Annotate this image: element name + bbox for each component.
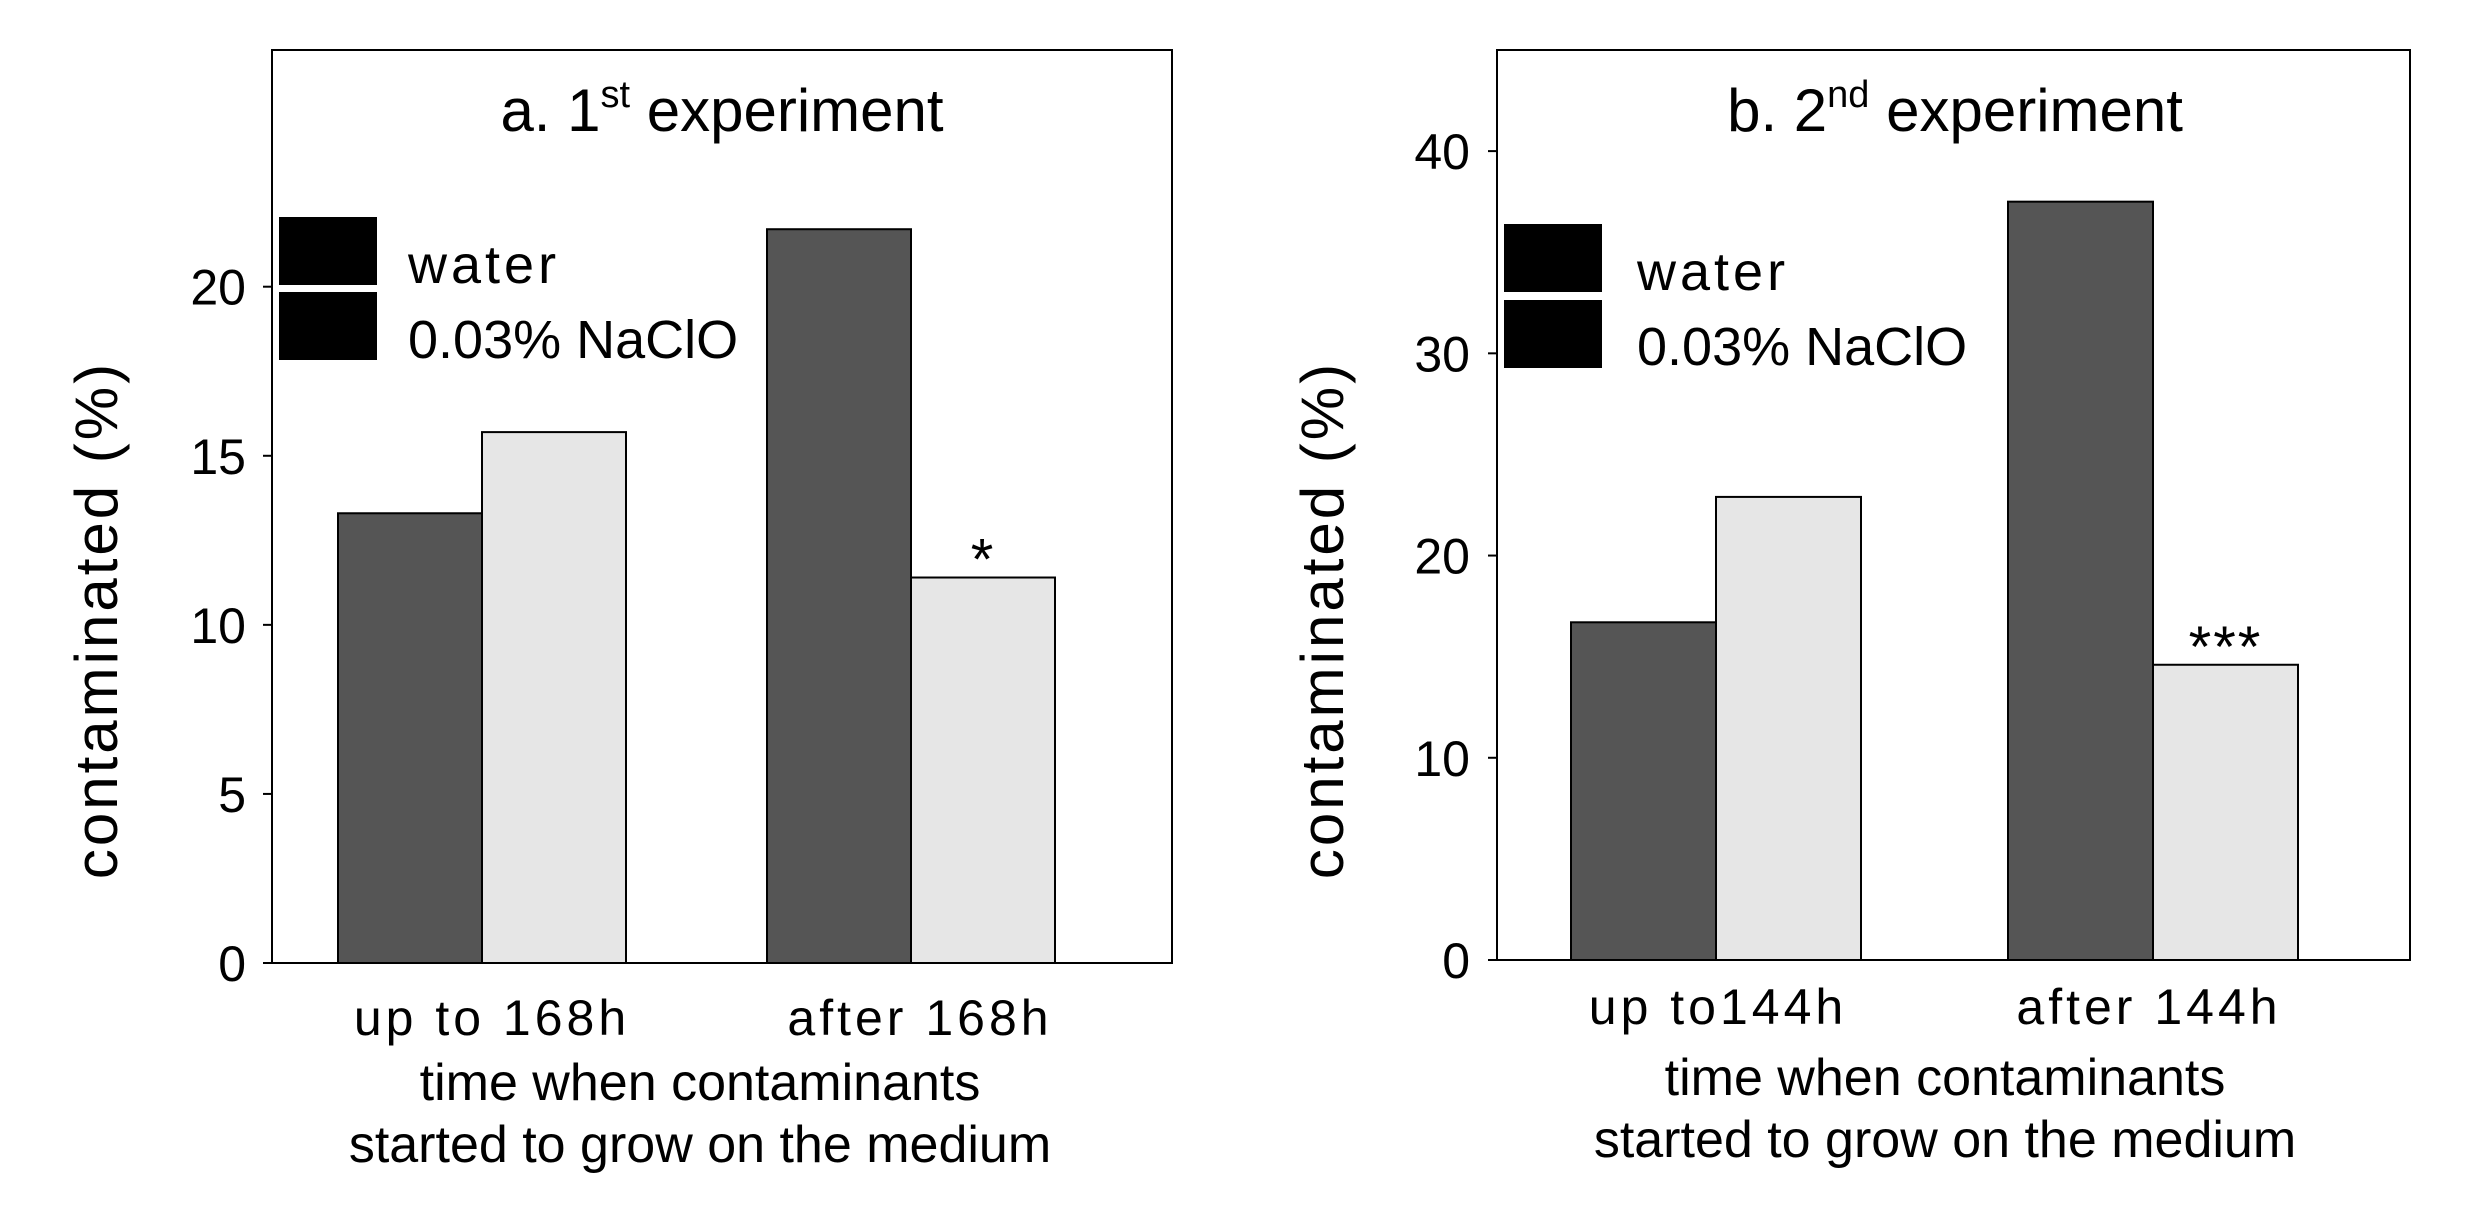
x-tick-label-0: up to 168h (354, 990, 630, 1046)
y-axis-label: contaminated (%) (1289, 361, 1356, 879)
y-tick-label: 15 (190, 429, 246, 485)
chart-title: b. 2nd experiment (1727, 74, 2183, 144)
bar-water-0 (1570, 621, 1717, 961)
y-axis-label: contaminated (%) (63, 361, 130, 879)
x-tick-label-1: after 168h (787, 990, 1052, 1046)
plot-frame (271, 49, 1173, 964)
legend-label-naclo: 0.03% NaClO (408, 310, 738, 370)
x-axis-label-line2: started to grow on the medium (1594, 1111, 2296, 1169)
chart-title: a. 1st experiment (500, 74, 943, 144)
y-ticks: 0 5 10 15 20 (190, 260, 272, 992)
legend-swatch-water (279, 217, 377, 285)
y-ticks: 0 10 20 30 40 (1414, 124, 1497, 989)
legend-swatch-naclo (279, 292, 377, 360)
significance-marker: * (971, 528, 996, 593)
bar-naclo-0 (481, 431, 627, 964)
bar-naclo-1 (910, 576, 1056, 964)
x-tick-label-1: after 144h (2016, 979, 2281, 1035)
y-tick-label: 10 (1414, 731, 1470, 787)
y-tick-label: 0 (218, 936, 246, 992)
chart-panel-a: * 0 5 10 15 20 a. 1st experiment water 0.03%… (63, 49, 1173, 1174)
chart-panel-b: *** 0 10 20 30 40 b. 2nd experiment water 0.… (1289, 49, 2411, 1169)
legend: water 0.03% NaClO (279, 217, 738, 370)
x-axis-label-line2: started to grow on the medium (349, 1116, 1051, 1174)
x-axis-label-line1: time when contaminants (1665, 1049, 2226, 1107)
legend-label-water: water (1636, 242, 1789, 302)
y-tick-label: 20 (1414, 529, 1470, 585)
y-tick-label: 10 (190, 598, 246, 654)
bar-water-1 (766, 228, 912, 965)
significance-marker: *** (2189, 615, 2263, 680)
bars-group: *** (1570, 200, 2299, 961)
x-tick-label-0: up to144h (1589, 979, 1847, 1035)
y-tick-label: 20 (190, 260, 246, 316)
bar-water-1 (2007, 200, 2154, 961)
legend: water 0.03% NaClO (1504, 224, 1967, 377)
legend-label-water: water (407, 235, 560, 295)
legend-label-naclo: 0.03% NaClO (1637, 317, 1967, 377)
legend-swatch-naclo (1504, 300, 1602, 368)
y-tick-label: 30 (1414, 326, 1470, 382)
y-tick-label: 40 (1414, 124, 1470, 180)
bar-naclo-0 (1715, 495, 1862, 961)
legend-swatch-water (1504, 224, 1602, 292)
y-tick-label: 5 (218, 767, 246, 823)
x-axis-label-line1: time when contaminants (420, 1054, 981, 1112)
plot-frame (1496, 49, 2411, 961)
bar-water-0 (337, 512, 483, 964)
y-tick-label: 0 (1442, 933, 1470, 989)
bar-naclo-1 (2152, 663, 2299, 961)
bars-group: * (337, 228, 1056, 965)
